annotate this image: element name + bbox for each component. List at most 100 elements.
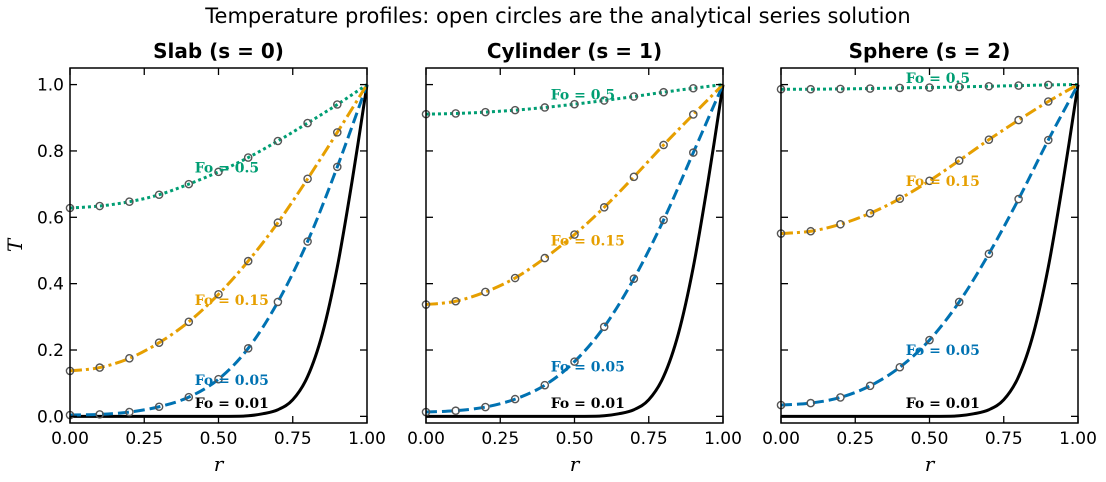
analytical-point-marker [689,83,698,93]
analytical-point-marker [95,410,104,419]
analytical-point-marker [481,287,490,297]
x-tick-label: 0.25 [125,429,163,449]
analytical-point-marker [836,393,845,402]
panel-slab: Slab (s = 0) Fo = 0.01 Fo = 0.05 Fo = 0.15 F… [3,39,386,476]
analytical-point-marker [154,338,164,348]
series-line [780,83,1079,91]
analytical-point-marker [629,172,639,182]
analytical-point-marker [895,362,905,372]
panel-cylinder: Cylinder (s = 1) Fo = 0.01 Fo = 0.05 Fo = 0… [407,39,742,476]
analytical-point-marker [154,402,164,412]
x-tick-label: 0.25 [836,429,874,449]
analytical-point-marker [865,381,875,391]
y-tick-label: 0.4 [37,275,64,295]
curve-label: Fo = 0.5 [906,71,970,87]
series-line [425,83,724,116]
panel-title: Slab (s = 0) [153,39,284,63]
analytical-point-marker [332,162,342,172]
analytical-point-marker [806,84,816,94]
analytical-point-marker [540,103,550,112]
y-tick-label: 0.6 [37,208,64,228]
analytical-point-marker [332,128,342,137]
analytical-point-marker [303,237,312,246]
panel-title: Sphere (s = 2) [849,39,1011,63]
analytical-point-marker [689,148,698,157]
analytical-point-marker [154,190,164,200]
curve-label: Fo = 0.5 [195,161,259,177]
analytical-point-marker [451,406,461,416]
x-tick-label: 0.00 [51,429,89,449]
series-line [780,83,1080,407]
analytical-point-marker [451,296,461,306]
x-tick-label: 1.00 [704,429,742,449]
x-tick-label: 0.50 [200,429,238,449]
panel-title: Cylinder (s = 1) [487,39,662,63]
series-line [69,83,369,373]
analytical-point-marker [599,96,609,105]
analytical-point-marker [659,87,668,97]
curve-label: Fo = 0.01 [195,396,269,412]
analytical-point-marker [925,176,934,186]
analytical-point-marker [925,335,934,345]
analytical-point-marker [895,83,905,93]
x-tick-label: 0.00 [762,429,800,449]
analytical-point-marker [895,194,905,204]
x-tick-label: 0.25 [481,429,519,449]
analytical-point-marker [510,105,520,115]
analytical-point-marker [836,84,845,94]
series-line [425,84,725,418]
curve-label: Fo = 0.01 [551,396,625,412]
analytical-point-marker [510,394,520,404]
analytical-point-marker [689,110,698,119]
y-tick-label: 0.2 [37,341,64,361]
analytical-point-marker [125,407,134,417]
curve-label: Fo = 0.5 [551,88,615,104]
axes-frame [69,67,368,424]
analytical-point-marker [954,297,964,307]
analytical-point-marker [184,179,194,189]
curve-label: Fo = 0.05 [906,343,980,359]
analytical-point-marker [510,273,520,283]
series-line [780,83,1079,236]
figure-title: Temperature profiles: open circles are t… [204,4,910,28]
panel-sphere: Sphere (s = 2) Fo = 0.01 Fo = 0.05 Fo = 0.1… [762,39,1097,476]
analytical-point-marker [599,203,609,212]
analytical-point-marker [243,344,253,353]
curve-label: Fo = 0.05 [195,373,269,389]
analytical-point-marker [1014,194,1023,204]
analytical-point-marker [865,84,875,93]
analytical-point-marker [243,256,253,266]
series-line [425,83,725,414]
analytical-point-marker [125,197,134,207]
analytical-point-marker [865,209,875,218]
analytical-point-marker [984,135,994,144]
analytical-point-marker [481,107,490,117]
x-tick-label: 0.50 [911,429,949,449]
analytical-point-marker [1014,115,1023,125]
analytical-point-marker [451,109,461,118]
y-tick-label: 0.8 [37,142,64,162]
analytical-point-marker [243,153,253,162]
analytical-point-marker [1044,80,1053,90]
y-tick-label: 1.0 [37,76,64,96]
analytical-point-marker [125,354,134,363]
curve-label: Fo = 0.01 [906,396,980,412]
analytical-point-marker [806,398,816,408]
x-tick-label: 0.75 [274,429,312,449]
analytical-point-marker [570,230,579,239]
series-line [69,83,368,210]
analytical-point-marker [629,92,639,101]
series-line [69,84,369,418]
analytical-point-marker [1044,97,1053,106]
series-line [69,84,369,417]
x-tick-label: 1.00 [348,429,386,449]
x-axis-label: r [570,452,581,476]
analytical-point-marker [540,253,550,263]
analytical-point-marker [273,136,283,146]
y-axis-label: T [3,237,27,252]
analytical-point-marker [214,374,223,384]
analytical-point-marker [984,81,994,91]
x-tick-label: 0.75 [985,429,1023,449]
analytical-point-marker [570,357,579,366]
